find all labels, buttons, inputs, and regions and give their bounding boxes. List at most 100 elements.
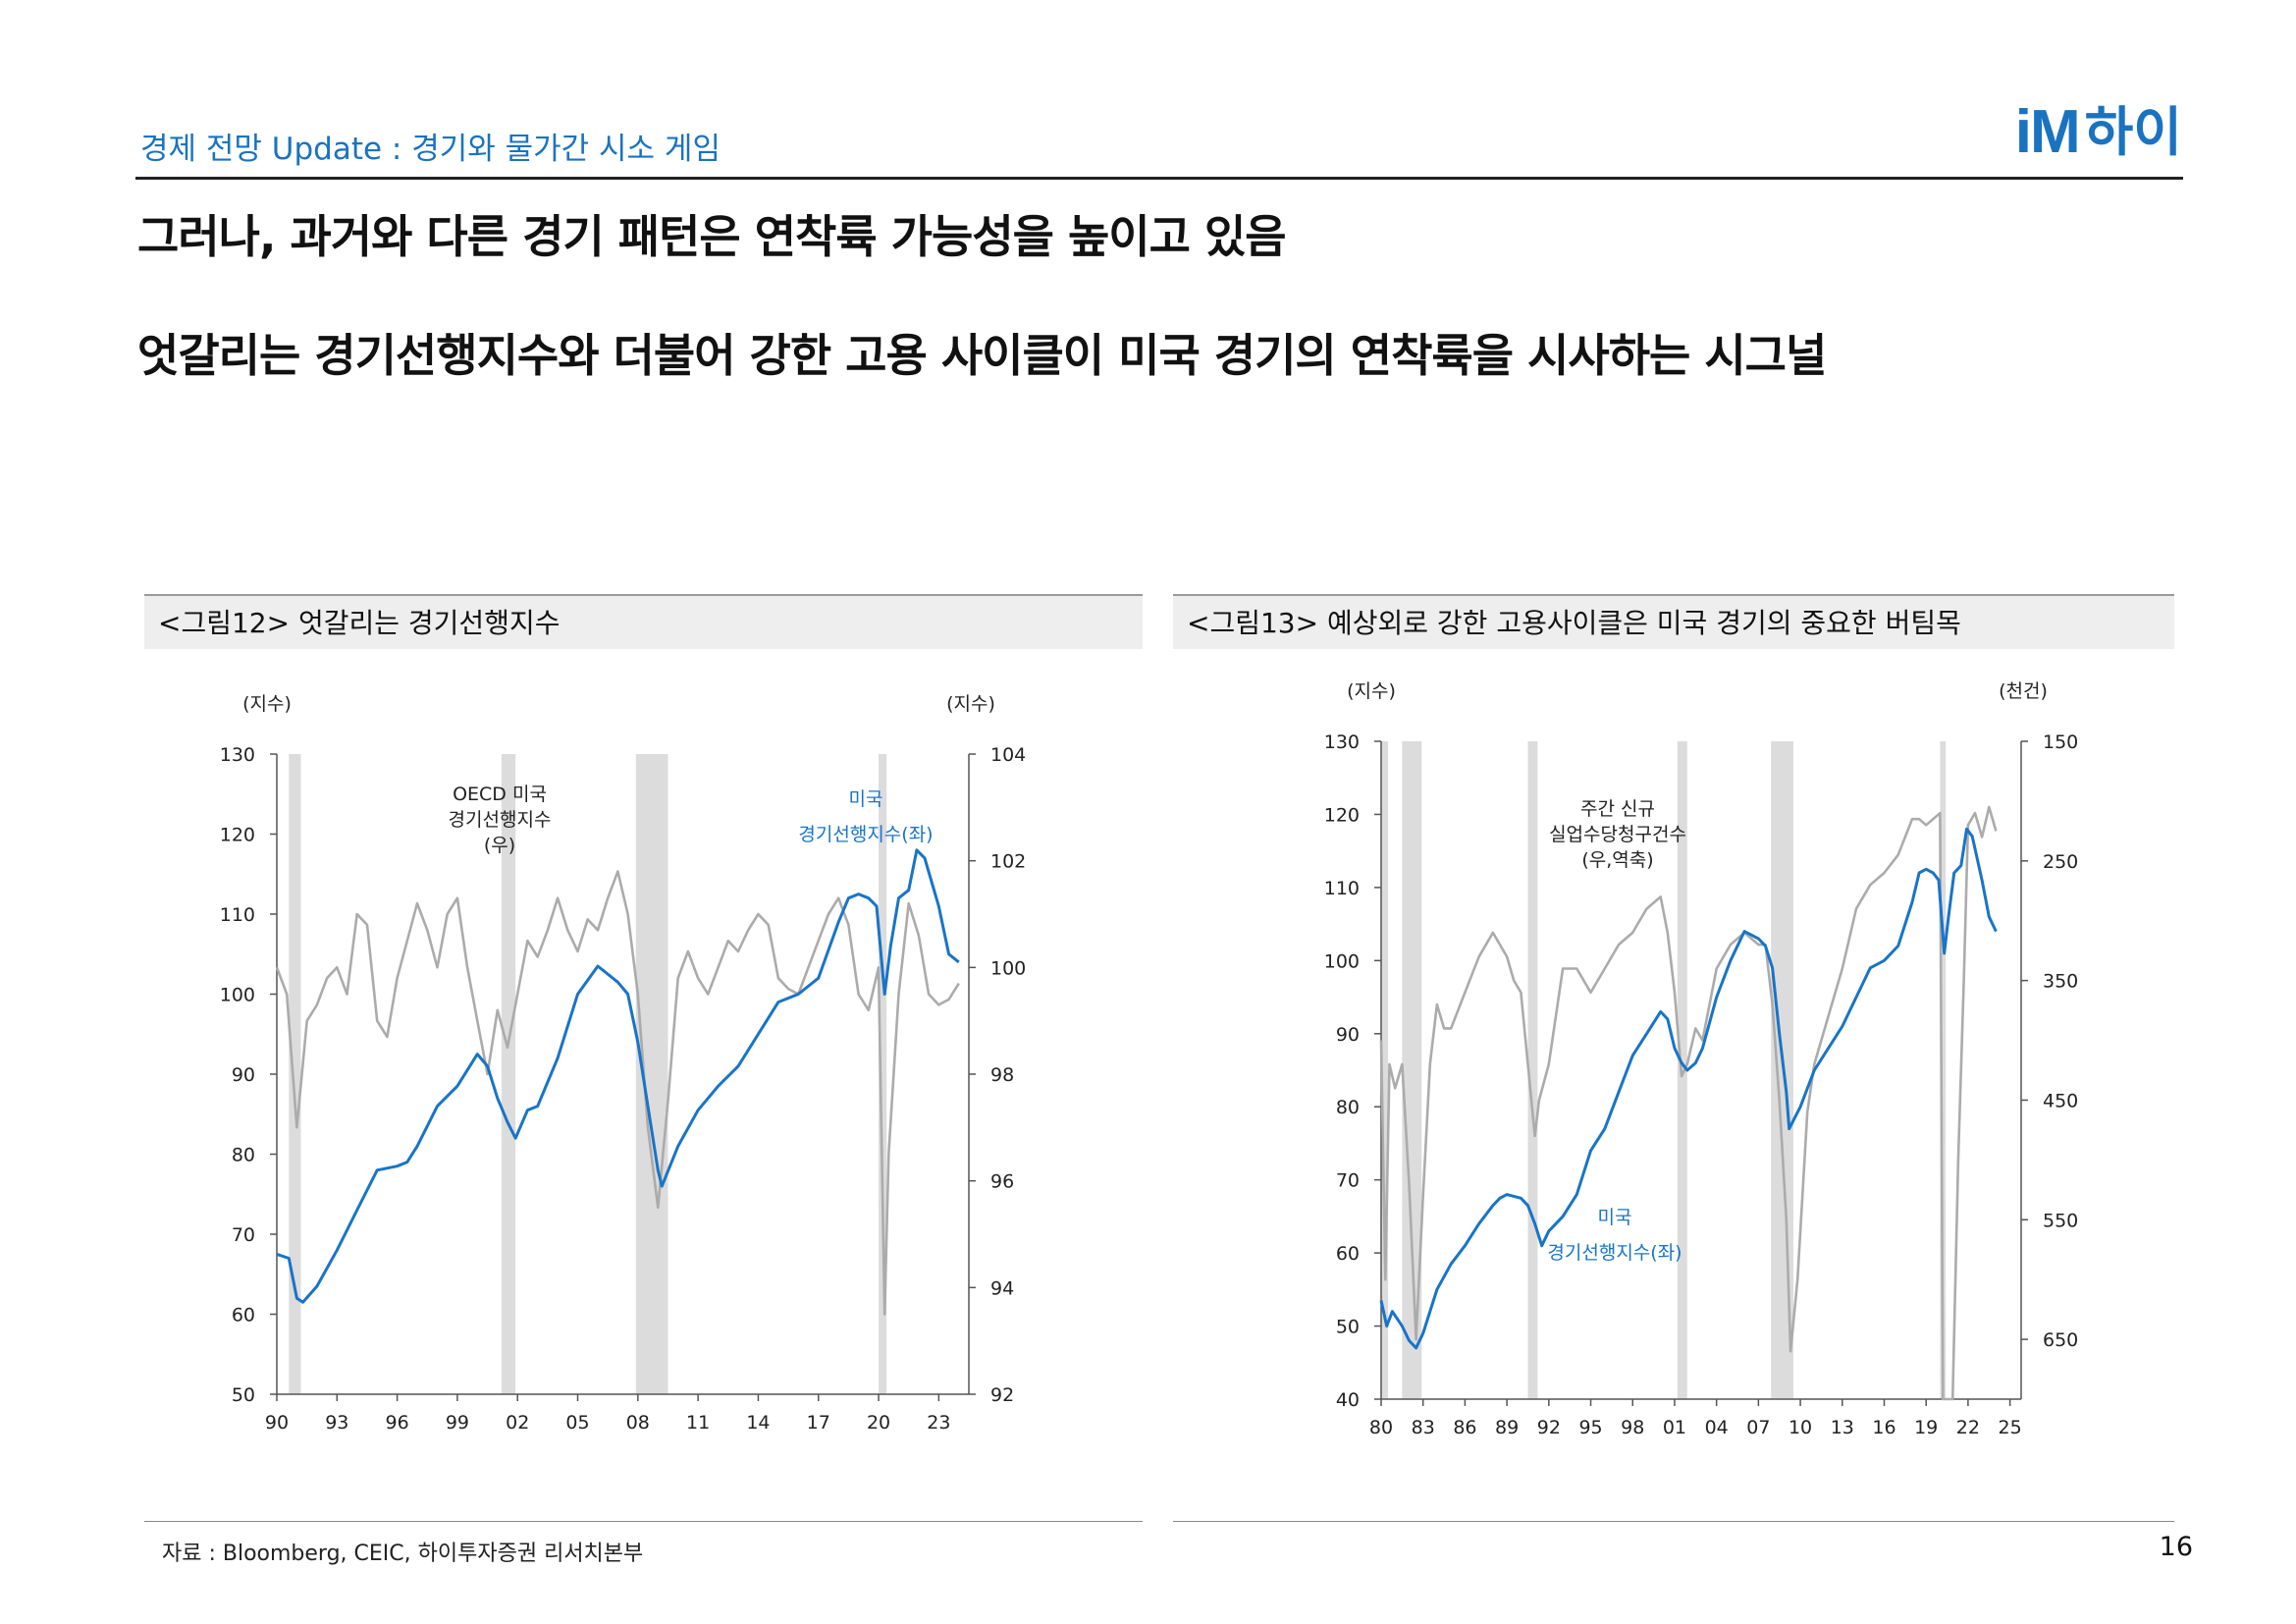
headline-secondary: 엇갈리는 경기선행지수와 더불어 강한 고용 사이클이 미국 경기의 연착륙을 …: [137, 329, 1827, 382]
fig12-x-tick-label: 23: [927, 1412, 950, 1434]
fig12-y-tick-label-right: 100: [990, 957, 1026, 979]
fig13-x-tick-label: 07: [1746, 1417, 1770, 1438]
figure12-svg: 50 60 70 80 90 100 110 120 130 92 94 96 98 100 102 104 9…: [220, 693, 1027, 1434]
fig12-y-tick-label-left: 80: [232, 1145, 255, 1166]
fig12-y-tick-label-left: 70: [232, 1224, 255, 1246]
footer-divider-right: [1173, 1521, 2174, 1522]
fig13-x-tick-label: 89: [1495, 1417, 1519, 1438]
fig12-blue-series-line: [276, 848, 960, 1304]
fig13-y-tick-label-right: 350: [2043, 971, 2078, 993]
fig13-y-tick-label-left: 110: [1324, 878, 1360, 899]
fig13-y-tick-label-left: 120: [1324, 804, 1360, 826]
fig13-x-tick-label: 04: [1705, 1417, 1729, 1438]
fig13-x-tick-label: 19: [1914, 1417, 1938, 1438]
fig13-recession-band: [1940, 741, 1947, 1399]
fig12-y-tick-label-left: 50: [232, 1384, 255, 1406]
fig13-x-tick-label: 86: [1453, 1417, 1476, 1438]
fig13-blue-series-label: 경기선행지수(좌): [1547, 1242, 1682, 1264]
fig13-y-tick-label-right: 650: [2043, 1329, 2078, 1351]
fig12-y-tick-label-left: 90: [232, 1064, 255, 1086]
fig12-recession-band: [635, 754, 668, 1394]
fig13-y-tick-label-right: 450: [2043, 1090, 2078, 1111]
fig13-y-tick-label-left: 80: [1336, 1097, 1360, 1118]
logo-mark: iM: [2014, 98, 2081, 166]
figure13-svg: 40 50 60 70 80 90 100 110 120 130 150 250 350 450 550 6…: [1324, 680, 2079, 1438]
fig12-gray-series-label: 경기선행지수: [449, 809, 552, 831]
fig12-x-tick-label: 08: [626, 1412, 650, 1434]
fig13-y-tick-label-left: 130: [1324, 731, 1360, 753]
fig12-y-tick-label-left: 60: [232, 1305, 255, 1326]
fig12-y-tick-label-right: 92: [990, 1384, 1014, 1406]
fig13-y-tick-label-right: 250: [2043, 851, 2078, 873]
fig12-x-tick-label: 11: [686, 1412, 710, 1434]
fig12-recession-band: [501, 754, 516, 1394]
fig13-gray-series-line: [1379, 805, 1998, 1401]
fig13-x-tick-label: 83: [1412, 1417, 1435, 1438]
fig13-gray-series-label: (우,역축): [1581, 849, 1653, 871]
fig13-y-tick-label-left: 70: [1336, 1170, 1360, 1192]
source-note: 자료 : Bloomberg, CEIC, 하이투자증권 리서치본부: [162, 1542, 644, 1566]
fig13-y-tick-label-right: 150: [2043, 731, 2078, 753]
header-divider: [135, 177, 2183, 180]
fig13-x-tick-label: 95: [1578, 1417, 1602, 1438]
fig13-recession-band: [1402, 741, 1422, 1399]
fig12-y-tick-label-left: 110: [220, 904, 255, 926]
fig13-blue-series-line: [1379, 827, 1998, 1350]
fig12-blue-series-label: 경기선행지수(좌): [798, 824, 933, 845]
fig12-x-tick-label: 20: [867, 1412, 890, 1434]
fig12-gray-series-line: [275, 870, 960, 1316]
fig12-x-tick-label: 96: [386, 1412, 409, 1434]
fig12-x-tick-label: 17: [807, 1412, 830, 1434]
fig12-blue-series-label: 미국: [849, 788, 883, 810]
fig12-y-tick-label-right: 102: [990, 851, 1026, 873]
fig13-x-tick-label: 13: [1831, 1417, 1854, 1438]
fig12-x-tick-label: 90: [265, 1412, 289, 1434]
fig13-y-unit-right: (천건): [1999, 680, 2048, 702]
fig13-x-tick-label: 92: [1537, 1417, 1561, 1438]
fig12-x-tick-label: 93: [325, 1412, 348, 1434]
fig13-x-tick-label: 25: [1999, 1417, 2022, 1438]
headline-primary: 그러나, 과거와 다른 경기 패턴은 연착륙 가능성을 높이고 있음: [137, 210, 1287, 263]
fig12-y-unit-right: (지수): [946, 693, 995, 715]
fig13-x-tick-label: 10: [1789, 1417, 1812, 1438]
fig12-y-tick-label-right: 104: [990, 744, 1026, 766]
fig12-x-tick-label: 99: [446, 1412, 469, 1434]
fig13-x-tick-label: 16: [1872, 1417, 1896, 1438]
fig13-recession-band: [1527, 741, 1538, 1399]
figure13-title: <그림13> 예상외로 강한 고용사이클은 미국 경기의 중요한 버팀목: [1173, 594, 2174, 649]
fig13-y-tick-label-left: 40: [1336, 1389, 1360, 1411]
fig13-x-tick-label: 98: [1621, 1417, 1644, 1438]
fig13-y-tick-label-left: 50: [1336, 1317, 1360, 1338]
fig12-y-tick-label-left: 130: [220, 744, 255, 766]
report-subtitle: 경제 전망 Update : 경기와 물가간 시소 게임: [140, 132, 721, 167]
figure13-chart: 40 50 60 70 80 90 100 110 120 130 150 250 350 450 550 6…: [1173, 668, 2174, 1463]
fig12-x-tick-label: 05: [565, 1412, 589, 1434]
fig12-y-unit-left: (지수): [242, 693, 292, 715]
fig12-recession-band: [879, 754, 887, 1394]
fig13-gray-series-label: 주간 신규: [1580, 798, 1655, 820]
footer-divider-left: [144, 1521, 1143, 1522]
fig13-x-tick-label: 80: [1369, 1417, 1393, 1438]
fig13-x-tick-label: 01: [1663, 1417, 1686, 1438]
figure12-title: <그림12> 엇갈리는 경기선행지수: [144, 594, 1143, 649]
fig12-y-tick-label-left: 120: [220, 825, 255, 846]
fig12-gray-series-label: (우): [484, 835, 515, 856]
fig12-y-tick-label-left: 100: [220, 985, 255, 1006]
fig12-y-tick-label-right: 94: [990, 1277, 1014, 1299]
fig13-y-unit-left: (지수): [1347, 680, 1396, 702]
fig13-y-tick-label-left: 60: [1336, 1243, 1360, 1265]
fig12-x-tick-label: 02: [506, 1412, 529, 1434]
fig12-x-tick-label: 14: [746, 1412, 770, 1434]
fig13-gray-series-label: 실업수당청구건수: [1549, 824, 1686, 845]
fig12-y-tick-label-right: 96: [990, 1171, 1014, 1193]
fig12-gray-series-label: OECD 미국: [453, 784, 547, 805]
fig13-recession-band: [1381, 741, 1389, 1399]
logo-text: 하이: [2084, 101, 2182, 163]
fig13-y-tick-label-left: 90: [1336, 1024, 1360, 1046]
fig13-y-tick-label-right: 550: [2043, 1210, 2078, 1231]
fig12-recession-band: [289, 754, 301, 1394]
brand-logo: iM 하이: [2015, 98, 2182, 167]
page-number: 16: [2159, 1532, 2193, 1562]
fig13-x-tick-label: 22: [1956, 1417, 1980, 1438]
fig12-y-tick-label-right: 98: [990, 1064, 1014, 1086]
